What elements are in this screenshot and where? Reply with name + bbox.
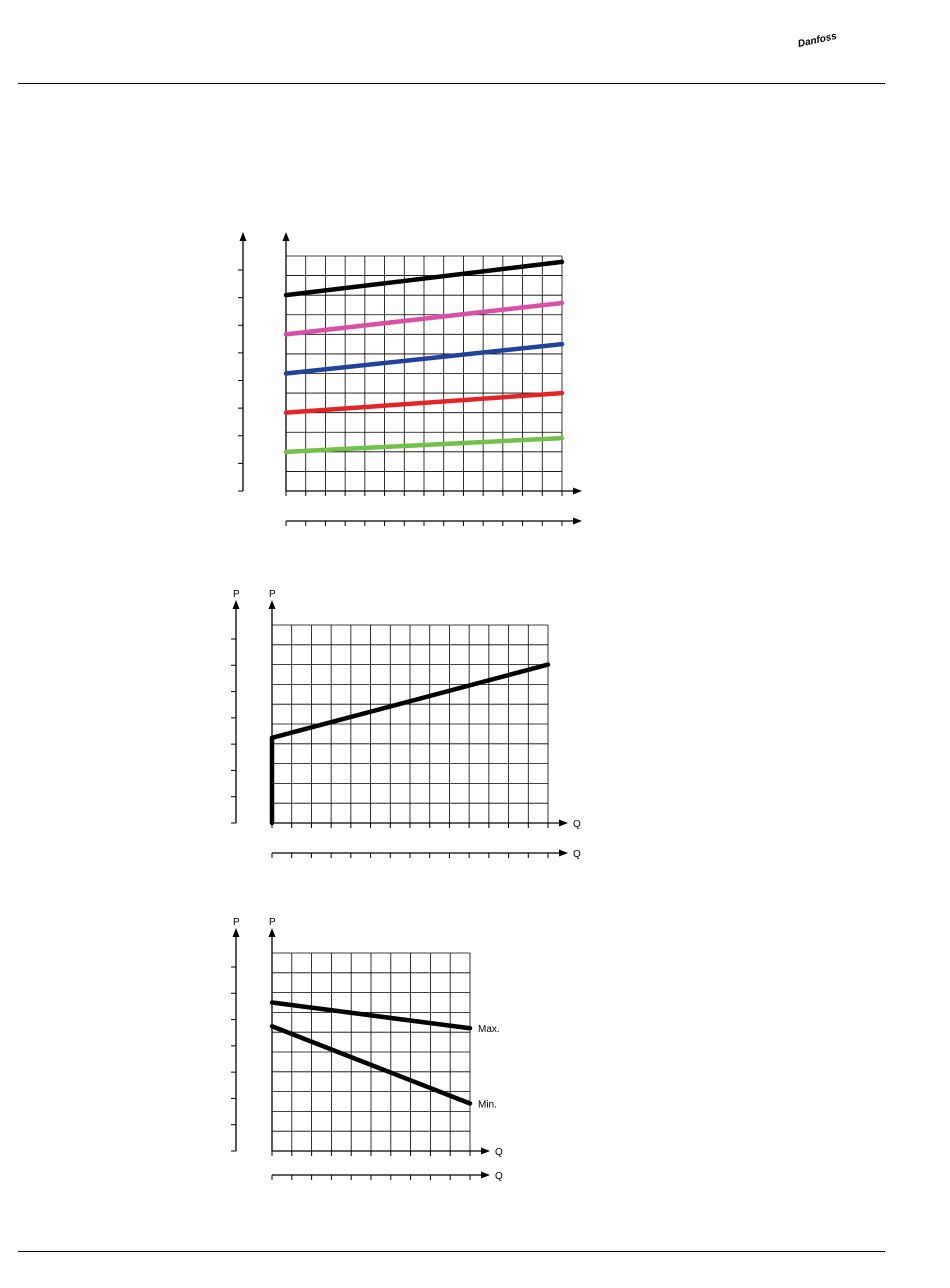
series-label-1: Max. (478, 1024, 500, 1035)
danfoss-logo: Danfoss (797, 31, 838, 48)
x-axis-label-secondary: Q (495, 1171, 503, 1182)
secondary-x-axis-arrow (481, 1171, 490, 1179)
y-axis-arrow (268, 600, 276, 609)
series-line-3 (283, 341, 565, 376)
y-axis-arrow (282, 232, 290, 241)
series-line-1 (283, 259, 565, 298)
y-axis-arrow (268, 928, 276, 937)
y-axis-label: P (269, 589, 276, 600)
header-rule (18, 83, 885, 84)
series-label-2: Min. (478, 1099, 497, 1110)
x-axis-arrow (559, 819, 568, 827)
chart-1 (238, 232, 582, 526)
y-axis-label-secondary: P (233, 589, 240, 600)
secondary-y-axis-arrow (232, 600, 240, 609)
x-axis-label: Q (495, 1147, 503, 1158)
secondary-y-axis-arrow (239, 232, 247, 241)
series-line-4 (283, 390, 565, 415)
footer-rule (18, 1251, 885, 1252)
series-line-2 (283, 300, 565, 337)
x-axis-label-secondary: Q (573, 849, 581, 860)
secondary-x-axis-arrow (559, 849, 568, 857)
y-axis-label: P (269, 917, 276, 928)
secondary-y-axis-arrow (232, 928, 240, 937)
y-axis-label-secondary: P (233, 917, 240, 928)
series-line-1 (269, 1000, 473, 1031)
series-line-2 (269, 1024, 473, 1106)
series-line-5 (283, 435, 565, 455)
chart-3: P P Q Q Max. Min. (231, 917, 503, 1182)
chart-2: P P Q Q (231, 589, 581, 860)
x-axis-arrow (481, 1147, 490, 1155)
series-line-1 (269, 662, 551, 826)
x-axis-arrow (573, 487, 582, 495)
x-axis-label: Q (573, 819, 581, 830)
secondary-x-axis-arrow (573, 517, 582, 525)
